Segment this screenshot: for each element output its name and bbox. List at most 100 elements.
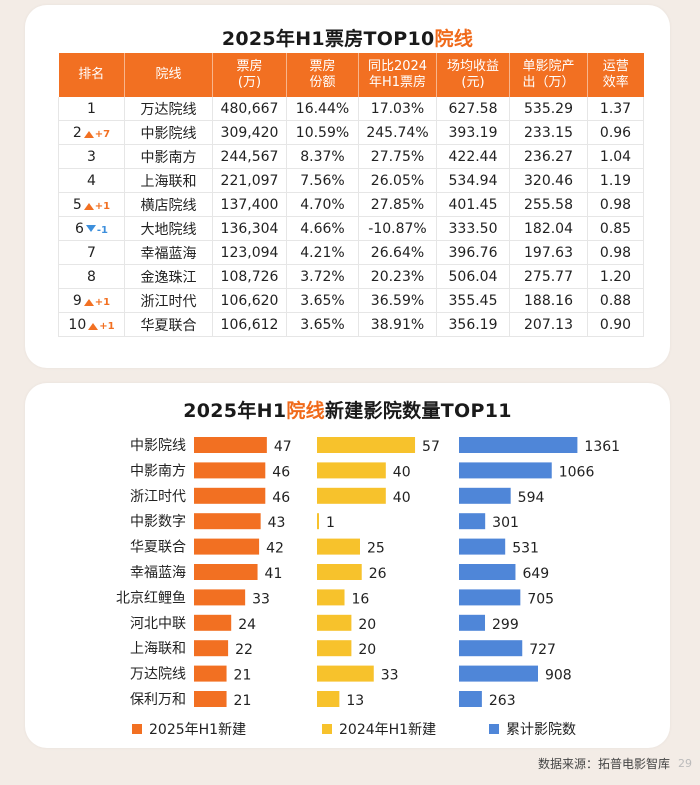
rank-number: 5 <box>72 196 82 213</box>
table-cell: 1.20 <box>587 264 644 289</box>
table-cell: 355.45 <box>436 288 510 313</box>
table-cell: 17.03% <box>358 97 437 121</box>
source-note: 数据来源：拓普电影智库 <box>537 757 670 771</box>
legend-label: 2024年H1新建 <box>339 722 436 738</box>
bar <box>317 513 319 530</box>
table-cell: 幸福蓝海 <box>124 240 213 265</box>
data-label: 20 <box>358 642 376 658</box>
table-cell: 1.19 <box>587 168 644 193</box>
rank-change: +7 <box>94 128 111 140</box>
data-label: 594 <box>518 490 545 506</box>
category-label: 幸福蓝海 <box>130 565 186 581</box>
data-label: 24 <box>238 617 256 633</box>
data-label: 22 <box>235 642 253 658</box>
bar <box>194 614 232 631</box>
table-cell: 中影南方 <box>124 144 213 169</box>
table-cell: 136,304 <box>212 216 287 241</box>
data-label: 33 <box>252 591 270 607</box>
category-label: 中影数字 <box>130 514 186 530</box>
bar <box>194 513 261 530</box>
data-label: 908 <box>545 668 572 684</box>
table-cell: 大地院线 <box>124 216 213 241</box>
rank-number: 4 <box>87 172 96 189</box>
bar <box>317 487 386 504</box>
rank-cell: 5 +1 <box>58 192 125 217</box>
table-cell: 7.56% <box>286 168 359 193</box>
table-cell: 0.88 <box>587 288 644 313</box>
rank-number: 2 <box>72 124 82 141</box>
table-cell: 1.37 <box>587 97 644 121</box>
table-cell: 华夏联合 <box>124 312 213 337</box>
rank-change: +1 <box>99 320 115 332</box>
table-cell: 3.65% <box>286 288 359 313</box>
legend-swatch <box>489 724 499 734</box>
box-office-card: 2025年H1票房TOP10院线 排名 院线 票房 (万) 票房 份额 同比2024 年H1票… <box>25 5 670 368</box>
bar <box>317 462 386 479</box>
table-row: 2 +7 中影院线 309,420 10.59% 245.74% 393.19 233.15 0… <box>58 120 644 145</box>
rank-number: 7 <box>87 244 96 261</box>
data-label: 25 <box>367 541 385 557</box>
table-cell: 188.16 <box>509 288 588 313</box>
table-row: 6 -1 大地院线 136,304 4.66% -10.87% 333.50 182.04 0.… <box>58 216 644 241</box>
table-cell: 中影院线 <box>124 120 213 145</box>
rank-cell: 10 +1 <box>58 312 125 337</box>
category-label: 中影院线 <box>130 438 186 454</box>
table-cell: 244,567 <box>212 144 287 169</box>
bar <box>317 437 416 453</box>
table-cell: 8.37% <box>286 144 359 169</box>
table-cell: 26.05% <box>358 168 437 193</box>
table-body: 1 万达院线 480,667 16.44% 17.03% 627.58 535.29 1.37… <box>58 97 644 337</box>
data-label: 46 <box>272 490 290 506</box>
chart-title-highlight: 院线 <box>286 400 325 422</box>
table-cell: 万达院线 <box>124 97 213 121</box>
table-cell: 106,620 <box>212 288 287 313</box>
table-cell: 480,667 <box>212 97 287 121</box>
rank-number: 9 <box>72 292 82 309</box>
bar <box>459 538 506 555</box>
table-cell: 3.72% <box>286 264 359 289</box>
bar <box>317 665 374 682</box>
rank-change: +1 <box>94 200 111 212</box>
chart-title-post: 新建影院数量TOP11 <box>324 400 512 422</box>
table-cell: 401.45 <box>436 192 510 217</box>
bar <box>194 487 266 504</box>
table-cell: 1.04 <box>587 144 644 169</box>
data-label: 41 <box>265 566 283 582</box>
legend-label: 累计影院数 <box>506 722 576 738</box>
table-cell: 534.94 <box>436 168 510 193</box>
table-cell: 255.58 <box>509 192 588 217</box>
table-cell: 535.29 <box>509 97 588 121</box>
data-label: 26 <box>369 566 387 582</box>
rank-change: +1 <box>94 296 111 308</box>
category-label: 河北中联 <box>130 616 186 632</box>
table-cell: 10.59% <box>286 120 359 145</box>
bar <box>194 437 267 453</box>
rank-number: 1 <box>87 100 96 117</box>
table-cell: 26.64% <box>358 240 437 265</box>
table-cell: 36.59% <box>358 288 437 313</box>
bar <box>194 538 260 555</box>
table-cell: 207.13 <box>509 312 588 337</box>
bar <box>317 640 352 657</box>
table-cell: 309,420 <box>212 120 287 145</box>
table-cell: 0.90 <box>587 312 644 337</box>
table-cell: 182.04 <box>509 216 588 241</box>
table-cell: 0.96 <box>587 120 644 145</box>
rank-number: 6 <box>74 220 84 237</box>
rank-change: -1 <box>96 224 109 236</box>
data-label: 40 <box>393 490 411 506</box>
table-cell: 137,400 <box>212 192 287 217</box>
data-label: 21 <box>234 693 252 709</box>
bar <box>194 665 227 682</box>
bar <box>317 614 352 631</box>
data-label: 46 <box>272 464 290 480</box>
bar <box>194 640 229 657</box>
table-cell: 上海联和 <box>124 168 213 193</box>
rank-cell: 6 -1 <box>58 216 125 241</box>
arrow-down-icon <box>85 224 96 232</box>
table-cell: 506.04 <box>436 264 510 289</box>
table-header-cell: 票房 (万) <box>212 53 287 97</box>
data-label: 40 <box>393 464 411 480</box>
table-header-cell: 院线 <box>124 53 213 97</box>
table-cell: 236.27 <box>509 144 588 169</box>
